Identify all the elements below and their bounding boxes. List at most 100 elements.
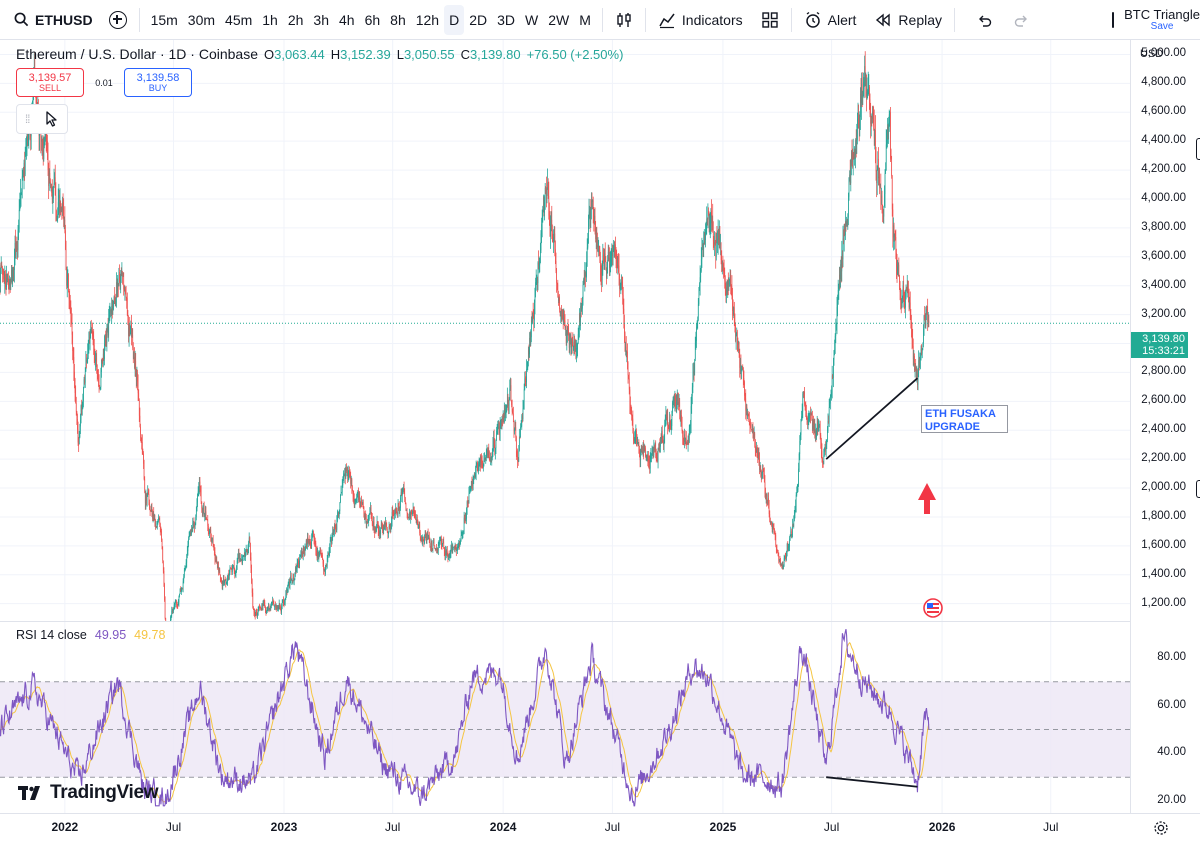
time-axis[interactable]: 2022 Jul 2023 Jul 2024 Jul 2025 Jul 2026 Jul bbox=[0, 813, 1200, 841]
candle-body bbox=[192, 523, 194, 532]
candle-body bbox=[474, 474, 476, 478]
candle-body bbox=[912, 345, 914, 360]
candle-body bbox=[559, 309, 561, 317]
rsi-divergence-line[interactable] bbox=[826, 776, 918, 788]
candle-body bbox=[362, 502, 364, 505]
interval-m[interactable]: M bbox=[579, 11, 591, 28]
gear-icon[interactable] bbox=[1153, 820, 1169, 836]
candle-body bbox=[223, 578, 224, 583]
candle-body bbox=[552, 230, 553, 241]
symbol-search[interactable]: ETHUSD bbox=[0, 0, 103, 39]
candle-body bbox=[792, 524, 793, 535]
interval-6h[interactable]: 6h bbox=[364, 11, 381, 28]
chart-type-button[interactable] bbox=[609, 5, 639, 35]
candle-body bbox=[16, 243, 18, 249]
candle-body bbox=[379, 531, 380, 535]
candle-body bbox=[132, 335, 134, 348]
interval-3h[interactable]: 3h bbox=[313, 11, 329, 28]
interval-2h[interactable]: 2h bbox=[287, 11, 304, 28]
candle-body bbox=[578, 329, 580, 335]
candle-body bbox=[205, 511, 207, 519]
interval-30m[interactable]: 30m bbox=[187, 11, 216, 28]
candle-body bbox=[207, 519, 209, 526]
candle-body bbox=[153, 513, 155, 521]
candle-body bbox=[914, 369, 916, 371]
candle-body bbox=[346, 468, 348, 471]
candle-body bbox=[839, 274, 841, 279]
candle-body bbox=[721, 262, 723, 272]
interval-4h[interactable]: 4h bbox=[339, 11, 355, 28]
fusaka-annotation[interactable]: ETH FUSAKA UPGRADE bbox=[921, 405, 1008, 433]
undo-button[interactable] bbox=[969, 5, 999, 35]
right-panel-tab[interactable] bbox=[1196, 138, 1200, 160]
candle-body bbox=[879, 176, 880, 188]
interval-3d[interactable]: 3D bbox=[497, 11, 516, 28]
candle-body bbox=[778, 556, 780, 562]
candle-body bbox=[652, 453, 654, 455]
candle-body bbox=[347, 473, 349, 477]
candle-body bbox=[115, 298, 117, 302]
replay-button[interactable]: Replay bbox=[868, 5, 948, 35]
interval-2w[interactable]: 2W bbox=[548, 11, 570, 28]
pane-divider[interactable] bbox=[0, 621, 1130, 622]
candle-body bbox=[301, 551, 303, 555]
sell-button[interactable]: 3,139.57 SELL bbox=[16, 68, 84, 97]
interval-45m[interactable]: 45m bbox=[225, 11, 253, 28]
candle-body bbox=[825, 446, 826, 450]
us-flag-event-icon[interactable] bbox=[923, 598, 943, 618]
right-panel-tab[interactable] bbox=[1196, 480, 1200, 498]
interval-8h[interactable]: 8h bbox=[390, 11, 406, 28]
candle-body bbox=[400, 492, 402, 498]
interval-2d[interactable]: 2D bbox=[469, 11, 488, 28]
candle-body bbox=[639, 450, 640, 454]
candle-body bbox=[96, 358, 98, 370]
candle-body bbox=[675, 395, 676, 404]
candle-body bbox=[375, 528, 377, 532]
candle-body bbox=[619, 285, 621, 289]
interval-12h[interactable]: 12h bbox=[415, 11, 440, 28]
price-trendline[interactable] bbox=[825, 377, 919, 460]
indicators-button[interactable]: Indicators bbox=[652, 5, 749, 35]
candle-body bbox=[571, 340, 573, 343]
candle-body bbox=[676, 401, 678, 412]
search-icon bbox=[14, 12, 29, 27]
candle-body bbox=[705, 229, 706, 241]
candle-body bbox=[739, 364, 741, 368]
price-axis[interactable]: 1,200.00 1,400.00 1,600.00 1,800.00 2,000.00… bbox=[1130, 40, 1200, 813]
candle-body bbox=[517, 461, 519, 462]
save-link[interactable]: Save bbox=[1150, 20, 1174, 32]
interval-w[interactable]: W bbox=[525, 11, 539, 28]
cursor-tool-panel[interactable]: ⁞⁞ bbox=[16, 104, 68, 134]
interval-d[interactable]: D bbox=[444, 4, 465, 35]
candle-body bbox=[279, 603, 281, 607]
alert-button[interactable]: Alert bbox=[798, 5, 863, 35]
candle-body bbox=[130, 324, 132, 330]
layout-name-area[interactable]: BTC Triangle Save bbox=[1104, 0, 1200, 40]
drag-grip-icon[interactable]: ⁞⁞ bbox=[24, 112, 31, 126]
candle-body bbox=[136, 373, 138, 381]
candle-body bbox=[837, 289, 839, 299]
candle-body bbox=[431, 548, 433, 550]
candle-body bbox=[849, 174, 851, 184]
candle-body bbox=[418, 527, 419, 529]
cursor-arrow-icon[interactable] bbox=[45, 111, 59, 127]
interval-1h[interactable]: 1h bbox=[262, 11, 278, 28]
currency-selector[interactable]: USD bbox=[1134, 44, 1192, 64]
redo-button[interactable] bbox=[1007, 5, 1037, 35]
interval-15m[interactable]: 15m bbox=[150, 11, 178, 28]
candle-body bbox=[281, 605, 282, 612]
candle-body bbox=[753, 430, 754, 439]
layout-checkbox[interactable] bbox=[1112, 12, 1115, 28]
templates-button[interactable] bbox=[755, 5, 785, 35]
chart-canvas[interactable] bbox=[0, 40, 1130, 813]
candle-body bbox=[782, 565, 783, 567]
candle-body bbox=[78, 437, 80, 445]
buy-button[interactable]: 3,139.58 BUY bbox=[124, 68, 192, 97]
candle-body bbox=[737, 343, 739, 345]
candle-body bbox=[42, 139, 43, 146]
candle-body bbox=[761, 472, 763, 476]
candle-body bbox=[491, 457, 493, 460]
compare-button[interactable] bbox=[103, 5, 133, 35]
candle-body bbox=[550, 228, 551, 237]
candle-body bbox=[466, 508, 467, 519]
